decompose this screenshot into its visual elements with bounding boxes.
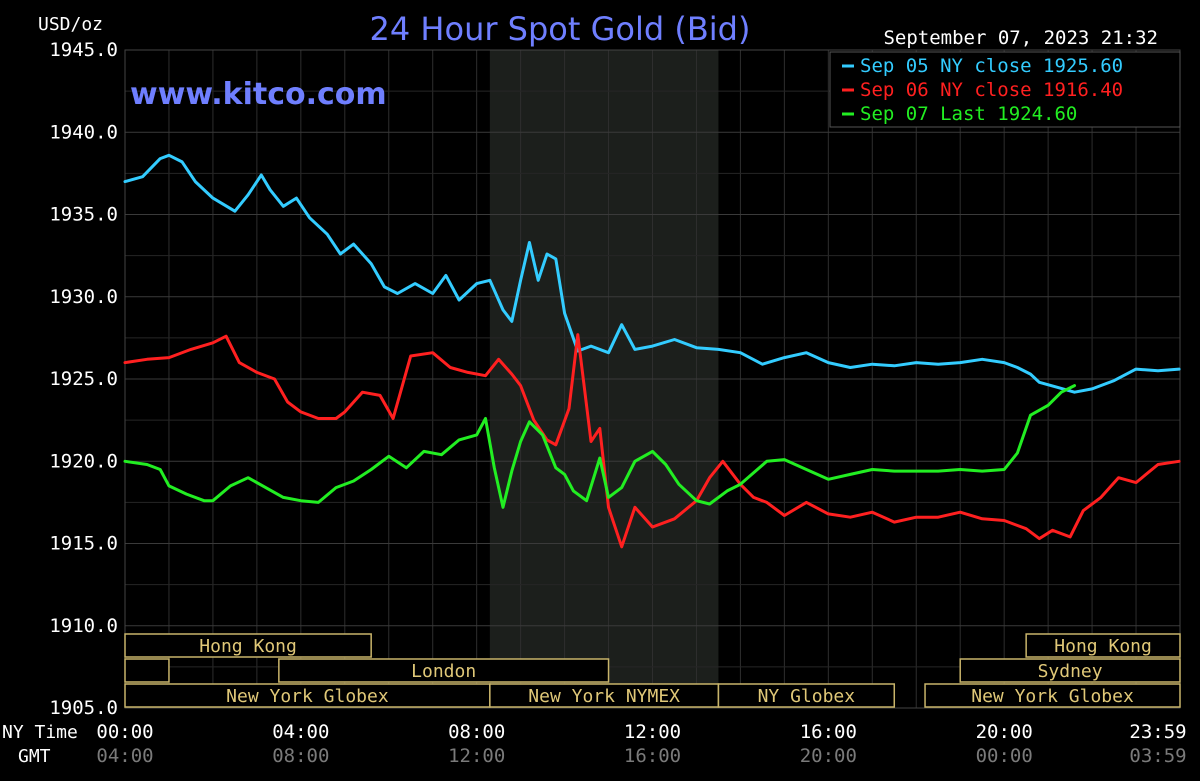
session-label: New York Globex	[226, 686, 389, 707]
x-tick-label-ny: 20:00	[976, 721, 1033, 743]
x-tick-label-gmt: 00:00	[976, 745, 1033, 767]
x-tick-label-gmt: 03:59	[1129, 745, 1186, 767]
y-tick-label: 1945.0	[49, 39, 118, 61]
session-bar	[717, 683, 896, 708]
legend-box	[829, 51, 1181, 128]
y-tick-label: 1935.0	[49, 204, 118, 226]
session-label: New York NYMEX	[528, 686, 680, 707]
session-bar	[124, 658, 170, 683]
x-tick-label-ny: 23:59	[1129, 721, 1186, 743]
x-tick-label-gmt: 08:00	[272, 745, 329, 767]
x-tick-label-ny: 04:00	[272, 721, 329, 743]
y-tick-label: 1915.0	[49, 533, 118, 555]
y-tick-label: 1940.0	[49, 121, 118, 143]
y-tick-label: 1925.0	[49, 368, 118, 390]
x-tick-label-gmt: 12:00	[448, 745, 505, 767]
series-line-3	[123, 384, 1076, 509]
x-tick-label-ny: 12:00	[624, 721, 681, 743]
session-label: NY Globex	[758, 686, 856, 707]
session-bar	[124, 633, 372, 658]
x-tick-labels: 00:0004:0004:0008:0008:0012:0012:0016:00…	[96, 721, 1186, 767]
x-tick-label-gmt: 04:00	[96, 745, 153, 767]
session-label: Hong Kong	[199, 636, 297, 657]
chart-title: 24 Hour Spot Gold (Bid)	[370, 10, 751, 48]
session-label: Hong Kong	[1054, 636, 1152, 657]
x-tick-label-gmt: 20:00	[800, 745, 857, 767]
y-unit-label: USD/oz	[38, 14, 103, 35]
x-tick-label-ny: 00:00	[96, 721, 153, 743]
series-line-2	[123, 333, 1181, 549]
legend-entry: Sep 07 Last 1924.60	[860, 103, 1077, 125]
session-bar	[278, 658, 610, 683]
timestamp: September 07, 2023 21:32	[883, 27, 1158, 49]
y-tick-label: 1930.0	[49, 286, 118, 308]
session-bar	[924, 683, 1181, 708]
y-tick-label: 1920.0	[49, 450, 118, 472]
market-session-bars: Hong Kong Hong Kong London Sydney New York G…	[124, 633, 1181, 708]
x-tick-label-gmt: 16:00	[624, 745, 681, 767]
session-label: New York Globex	[971, 686, 1134, 707]
y-tick-label: 1910.0	[49, 615, 118, 637]
y-tick-label: 1905.0	[49, 697, 118, 719]
gmt-label: GMT	[18, 746, 51, 767]
series-lines	[123, 153, 1181, 549]
x-tick-label-ny: 08:00	[448, 721, 505, 743]
y-tick-labels: 1945.0 1940.0 1935.0 1930.0 1925.0 1920.0 1915…	[49, 39, 118, 719]
legend-entry: Sep 05 NY close 1925.60	[860, 55, 1123, 77]
session-label: London	[411, 661, 476, 682]
session-label: Sydney	[1038, 661, 1103, 682]
session-bar	[1025, 633, 1181, 658]
legend-entry: Sep 06 NY close 1916.40	[860, 79, 1123, 101]
watermark-url: www.kitco.com	[130, 77, 387, 112]
series-line-1	[123, 153, 1181, 394]
ny-time-label: NY Time	[2, 722, 78, 743]
x-tick-label-ny: 16:00	[800, 721, 857, 743]
plot-frame	[124, 49, 1181, 709]
session-bar	[959, 658, 1181, 683]
